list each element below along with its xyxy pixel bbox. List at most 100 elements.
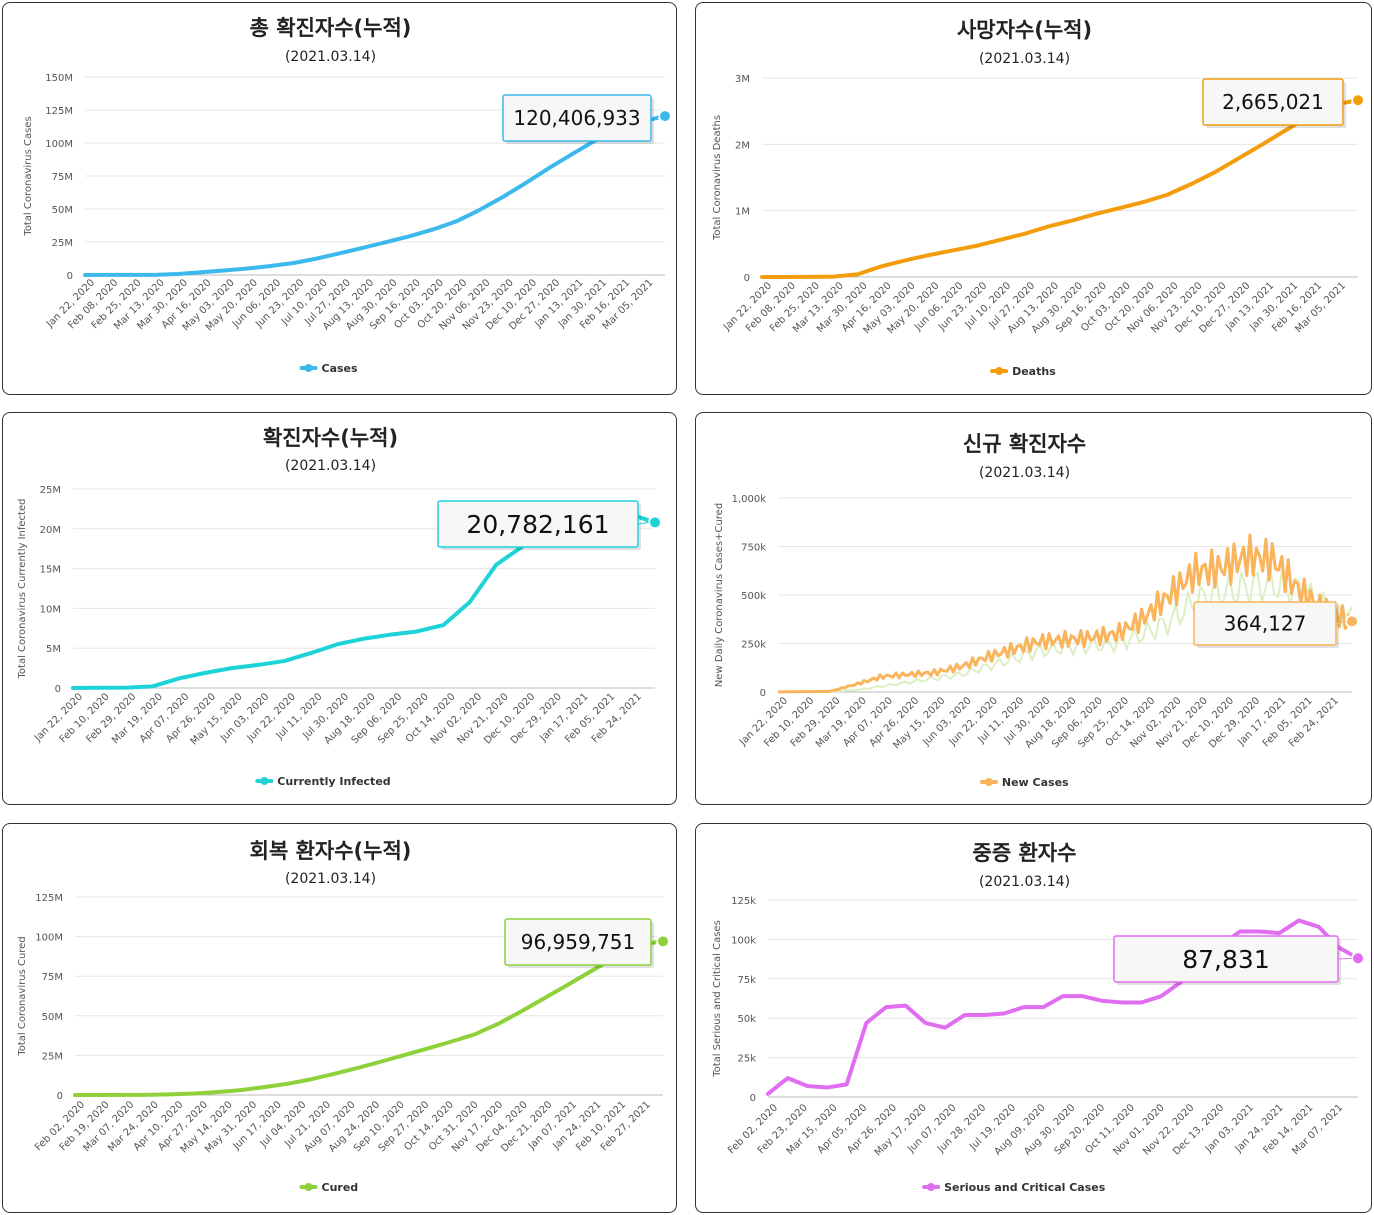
y-tick-label: 250k (741, 640, 766, 651)
y-tick-label: 15M (40, 565, 61, 576)
legend-symbol (304, 1183, 313, 1191)
chart-title: 회복 환자수(누적) (250, 839, 412, 863)
y-tick-label: 150M (45, 73, 73, 84)
chart-cured: 회복 환자수(누적) (2021.03.14) 0 25M 50M 75M 100M 125M… (17, 839, 670, 1194)
chart-date: (2021.03.14) (285, 49, 376, 65)
legend-item[interactable]: Currently Infected (255, 775, 391, 788)
y-tick-label: 3M (735, 74, 750, 85)
callout-value: 2,665,021 (1222, 90, 1324, 114)
y-tick-label: 25M (42, 1051, 63, 1062)
y-tick-label: 100M (35, 933, 63, 944)
y-tick-label: 25M (40, 485, 61, 496)
legend-label: Deaths (1012, 365, 1056, 378)
series-line (83, 114, 667, 277)
y-tick-label: 75k (737, 975, 756, 986)
legend-label: Cases (322, 362, 359, 375)
y-tick-label: 25k (737, 1054, 756, 1065)
y-tick-label: 0 (750, 1093, 756, 1104)
y-tick-label: 20M (40, 525, 61, 536)
chart-panel-new-cases: 신규 확진자수 (2021.03.14) 0 250k 500k 750k 1,000k Ne… (695, 412, 1372, 805)
legend-item[interactable]: Cases (299, 362, 359, 375)
y-axis-label: Total Serious and Critical Cases (712, 920, 723, 1078)
series-line-secondary (777, 564, 1353, 693)
value-callout: 364,127 (1193, 601, 1347, 648)
chart-cases: 총 확진자수(누적) (2021.03.14) 0 25M 50M 75M 100M 125M… (23, 16, 672, 375)
chart-panel-cases: 총 확진자수(누적) (2021.03.14) 0 25M 50M 75M 100M 125M… (2, 2, 677, 395)
series-line (73, 939, 665, 1097)
legend-item[interactable]: New Cases (979, 776, 1069, 789)
legend-item[interactable]: Serious and Critical Cases (922, 1181, 1106, 1194)
callout-value: 96,959,751 (521, 930, 636, 954)
y-tick-label: 50k (737, 1014, 756, 1025)
legend-symbol (995, 367, 1004, 375)
y-axis-label: New Daily Coronavirus Cases+Cured (714, 503, 725, 687)
chart-panel-deaths: 사망자수(누적) (2021.03.14) 0 1M 2M 3M Total Coronav… (695, 2, 1372, 395)
chart-title: 중증 환자수 (973, 841, 1077, 865)
y-tick-label: 5M (46, 644, 61, 655)
y-tick-label: 0 (760, 688, 766, 699)
callout-value: 364,127 (1224, 612, 1307, 636)
x-tick-label: Feb 02, 2020 (726, 1102, 780, 1156)
chart-title: 확진자수(누적) (263, 426, 398, 450)
series-end-marker[interactable] (1345, 614, 1359, 629)
y-tick-label: 50M (52, 205, 73, 216)
y-tick-label: 10M (40, 604, 61, 615)
legend-item[interactable]: Deaths (990, 365, 1056, 378)
chart-panel-cured: 회복 환자수(누적) (2021.03.14) 0 25M 50M 75M 100M 125M… (2, 823, 677, 1213)
y-tick-label: 75M (52, 172, 73, 183)
series-line (777, 533, 1354, 694)
chart-date: (2021.03.14) (285, 458, 376, 474)
y-tick-label: 125M (35, 893, 63, 904)
chart-date: (2021.03.14) (979, 874, 1070, 890)
y-axis-label: Total Coronavirus Cases (23, 116, 34, 236)
series-end-marker[interactable] (656, 934, 670, 949)
callout-value: 20,782,161 (466, 510, 609, 539)
y-tick-label: 100M (45, 139, 73, 150)
y-tick-label: 75M (42, 972, 63, 983)
legend-label: Cured (322, 1181, 359, 1194)
chart-deaths: 사망자수(누적) (2021.03.14) 0 1M 2M 3M Total Coronav… (712, 18, 1365, 378)
y-tick-label: 2M (735, 140, 750, 151)
legend-symbol (260, 777, 269, 785)
y-tick-label: 125M (45, 106, 73, 117)
chart-serious: 중증 환자수 (2021.03.14) 0 25k 50k 75k 100k 125k Tota… (712, 841, 1365, 1194)
y-tick-label: 1M (735, 207, 750, 218)
chart-date: (2021.03.14) (979, 465, 1070, 481)
value-callout: 120,406,933 (502, 94, 660, 144)
y-tick-label: 500k (741, 591, 766, 602)
legend-label: Serious and Critical Cases (944, 1181, 1106, 1194)
y-axis-label: Total Coronavirus Cured (17, 936, 28, 1056)
series-end-marker[interactable] (658, 109, 672, 124)
value-callout: 96,959,751 (504, 918, 658, 968)
y-tick-label: 0 (744, 273, 750, 284)
chart-date: (2021.03.14) (979, 51, 1070, 67)
chart-date: (2021.03.14) (285, 871, 376, 887)
legend-label: Currently Infected (277, 775, 390, 788)
series-end-marker[interactable] (648, 515, 662, 530)
series-end-marker[interactable] (1351, 93, 1365, 108)
y-tick-label: 125k (731, 896, 756, 907)
chart-currently-infected: 확진자수(누적) (2021.03.14) 0 5M 10M 15M 20M 25M Total… (17, 426, 662, 788)
legend-symbol (304, 364, 313, 372)
legend-item[interactable]: Cured (299, 1181, 359, 1194)
value-callout: 2,665,021 (1202, 78, 1353, 128)
legend-symbol (927, 1183, 936, 1191)
chart-title: 총 확진자수(누적) (250, 16, 412, 40)
value-callout: 87,831 (1113, 935, 1353, 985)
chart-panel-serious: 중증 환자수 (2021.03.14) 0 25k 50k 75k 100k 125k Tota… (695, 823, 1372, 1213)
value-callout: 20,782,161 (437, 500, 650, 550)
y-tick-label: 750k (741, 543, 766, 554)
series-line (766, 918, 1360, 1096)
y-axis-label: Total Coronavirus Currently Infected (17, 499, 28, 680)
chart-panel-currently-infected: 확진자수(누적) (2021.03.14) 0 5M 10M 15M 20M 25M Total… (2, 412, 677, 805)
y-axis-label: Total Coronavirus Deaths (712, 115, 723, 241)
chart-title: 사망자수(누적) (957, 18, 1092, 42)
callout-value: 87,831 (1182, 945, 1269, 974)
y-tick-label: 0 (57, 1091, 63, 1102)
series-end-marker[interactable] (1351, 951, 1365, 966)
y-tick-label: 25M (52, 238, 73, 249)
legend-symbol (984, 778, 993, 786)
x-tick-label: May 17, 2020 (873, 1102, 929, 1158)
y-tick-label: 50M (42, 1012, 63, 1023)
callout-value: 120,406,933 (513, 106, 640, 130)
